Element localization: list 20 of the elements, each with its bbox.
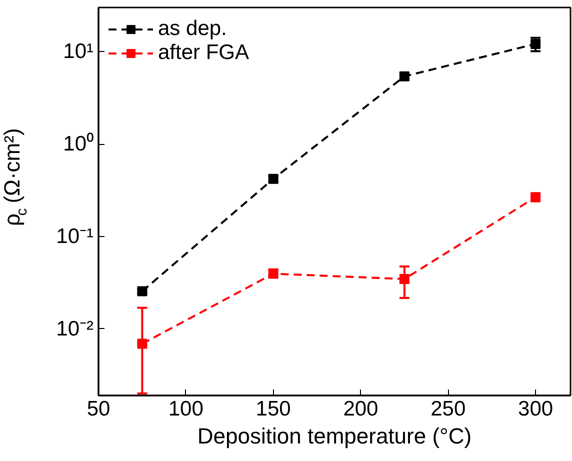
x-tick-label: 100	[168, 398, 204, 420]
legend-label: after FGA	[158, 41, 250, 65]
point	[530, 38, 541, 49]
x-tick-label: 250	[430, 398, 466, 420]
y-axis-title: ρc (Ω·cm²)	[0, 128, 30, 226]
y-tick-label: 10¹	[63, 40, 94, 64]
point	[268, 174, 278, 184]
y-tick-label: 10⁻²	[56, 317, 94, 340]
legend-label: as dep.	[158, 17, 227, 41]
x-tick-label: 150	[256, 398, 291, 420]
point	[137, 338, 148, 349]
x-tick-label: 200	[343, 398, 378, 420]
point	[137, 286, 148, 296]
x-tick-label: 50	[86, 398, 110, 420]
point	[399, 274, 410, 284]
point	[399, 71, 410, 82]
y-tick-label: 10⁻¹	[56, 224, 94, 248]
y-tick-label: 10⁰	[63, 132, 94, 156]
x-tick-label: 300	[518, 398, 554, 420]
x-axis-title: Deposition temperature (°C)	[197, 424, 472, 448]
